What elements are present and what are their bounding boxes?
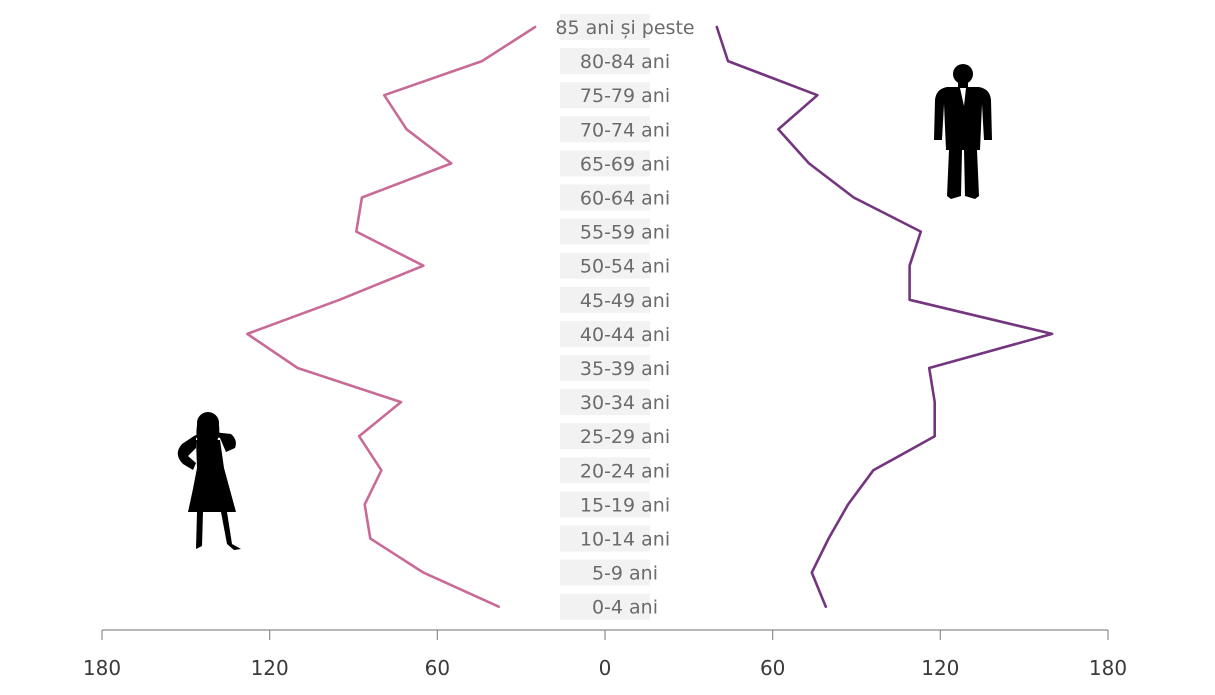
series-lines: [246, 25, 1054, 609]
age-label-bg: [560, 593, 650, 620]
age-label: 40-44 ani: [580, 324, 670, 346]
age-label-bg: [560, 150, 650, 177]
age-label: 65-69 ani: [580, 153, 670, 175]
age-label: 30-34 ani: [580, 392, 670, 414]
age-label-bg: [560, 116, 650, 143]
age-label-bg: [560, 491, 650, 518]
age-label: 5-9 ani: [592, 563, 658, 585]
age-label: 20-24 ani: [580, 460, 670, 482]
age-label: 50-54 ani: [580, 256, 670, 278]
x-tick-label: 0: [599, 656, 612, 680]
age-label-bg: [560, 218, 650, 245]
age-label-bg: [560, 355, 650, 381]
age-label-bg: [560, 184, 650, 211]
age-label-bg: [560, 525, 650, 552]
right-series-line: [715, 25, 1054, 609]
x-tick-label: 120: [921, 656, 959, 680]
age-labels: 0-4 ani 5-9 ani 10-14 ani 15-19 ani 20-24 an…: [555, 14, 695, 620]
x-tick-label: 120: [251, 656, 289, 680]
age-label: 0-4 ani: [592, 597, 658, 619]
age-label: 85 ani și peste: [555, 17, 694, 39]
age-label: 70-74 ani: [580, 119, 670, 141]
age-label-bg: [560, 389, 650, 416]
age-label: 10-14 ani: [580, 529, 670, 551]
x-tick-label: 60: [760, 656, 785, 680]
age-label: 80-84 ani: [580, 51, 670, 73]
age-label: 60-64 ani: [580, 188, 670, 210]
age-label: 45-49 ani: [580, 290, 670, 312]
age-label: 15-19 ani: [580, 494, 670, 516]
man-silhouette-icon: [934, 64, 992, 199]
age-label-bg: [560, 559, 650, 586]
age-label-bg: [560, 48, 650, 75]
age-label: 35-39 ani: [580, 358, 670, 380]
age-label: 75-79 ani: [580, 85, 670, 107]
age-label-bg: [560, 82, 650, 109]
left-series-line: [246, 25, 537, 609]
age-label-bg: [560, 423, 650, 450]
age-label-bg: [560, 252, 650, 279]
age-label-bg: [560, 457, 650, 484]
x-tick-label: 180: [83, 656, 121, 680]
x-axis: 180 120 60 0 60 120 180: [83, 629, 1127, 680]
age-label-bg: [560, 320, 650, 347]
x-tick-label: 180: [1089, 656, 1127, 680]
age-label: 25-29 ani: [580, 426, 670, 448]
x-tick-label: 60: [425, 656, 450, 680]
age-label: 55-59 ani: [580, 222, 670, 244]
age-label-bg: [560, 14, 650, 40]
woman-silhouette-icon: [177, 412, 241, 550]
age-label-bg: [560, 286, 650, 313]
